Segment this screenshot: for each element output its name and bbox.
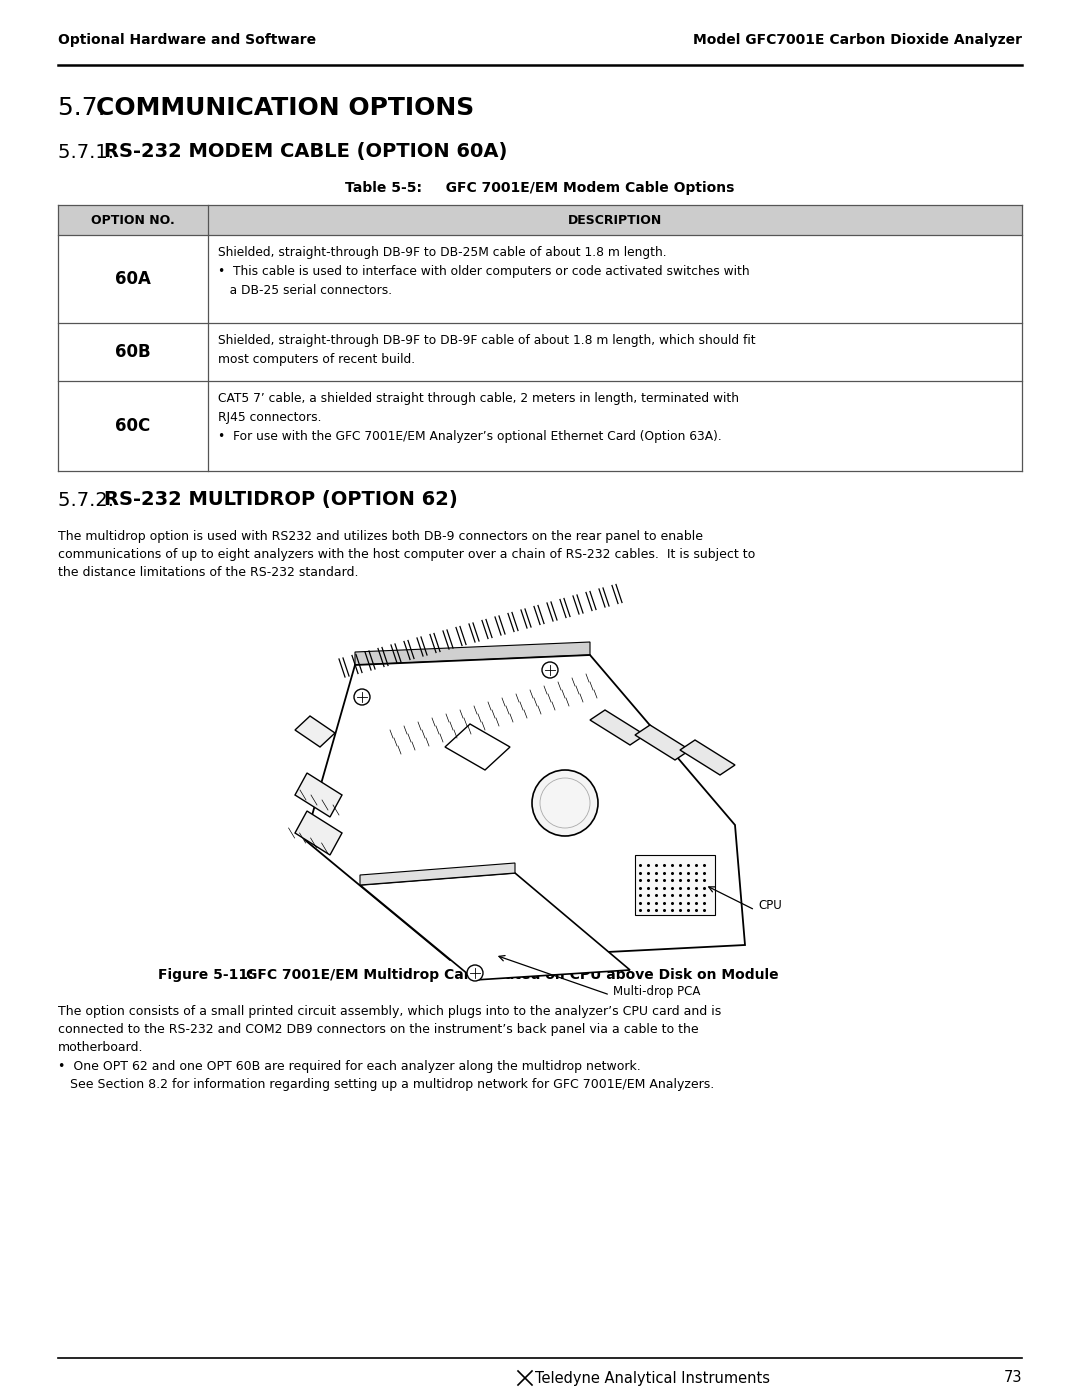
Bar: [635, 855, 715, 915]
Circle shape: [467, 965, 483, 981]
Text: connected to the RS-232 and COM2 DB9 connectors on the instrument’s back panel v: connected to the RS-232 and COM2 DB9 con…: [58, 1023, 699, 1037]
Text: COMMUNICATION OPTIONS: COMMUNICATION OPTIONS: [96, 96, 474, 120]
Text: •  One OPT 62 and one OPT 60B are required for each analyzer along the multidrop: • One OPT 62 and one OPT 60B are require…: [58, 1060, 640, 1073]
Text: RS-232 MULTIDROP (OPTION 62): RS-232 MULTIDROP (OPTION 62): [104, 490, 458, 510]
Text: The option consists of a small printed circuit assembly, which plugs into to the: The option consists of a small printed c…: [58, 1004, 721, 1018]
Polygon shape: [360, 873, 630, 981]
Circle shape: [532, 770, 598, 835]
Text: 60B: 60B: [116, 344, 151, 360]
Text: Table 5-5:   GFC 7001E/EM Modem Cable Options: Table 5-5: GFC 7001E/EM Modem Cable Opti…: [346, 182, 734, 196]
Text: 73: 73: [1003, 1370, 1022, 1386]
Bar: [58, 205, 1022, 235]
Text: The multidrop option is used with RS232 and utilizes both DB-9 connectors on the: The multidrop option is used with RS232 …: [58, 529, 703, 543]
Text: Multi-drop PCA: Multi-drop PCA: [613, 985, 700, 997]
Polygon shape: [295, 812, 342, 855]
Text: 5.7.: 5.7.: [58, 96, 113, 120]
Text: CPU: CPU: [758, 900, 782, 912]
Polygon shape: [590, 710, 645, 745]
Circle shape: [542, 662, 558, 678]
Bar: [58, 323, 1022, 381]
Text: See Section 8.2 for information regarding setting up a multidrop network for GFC: See Section 8.2 for information regardin…: [58, 1078, 714, 1091]
Polygon shape: [295, 717, 335, 747]
Text: Shielded, straight-through DB-9F to DB-25M cable of about 1.8 m length.: Shielded, straight-through DB-9F to DB-2…: [218, 246, 666, 258]
Text: Model GFC7001E Carbon Dioxide Analyzer: Model GFC7001E Carbon Dioxide Analyzer: [693, 34, 1022, 47]
Polygon shape: [355, 643, 590, 665]
Text: Figure 5-11:: Figure 5-11:: [158, 968, 254, 982]
Text: Teledyne Analytical Instruments: Teledyne Analytical Instruments: [535, 1370, 770, 1386]
Text: Shielded, straight-through DB-9F to DB-9F cable of about 1.8 m length, which sho: Shielded, straight-through DB-9F to DB-9…: [218, 334, 756, 346]
Text: a DB-25 serial connectors.: a DB-25 serial connectors.: [218, 284, 392, 298]
Polygon shape: [445, 724, 510, 770]
Text: communications of up to eight analyzers with the host computer over a chain of R: communications of up to eight analyzers …: [58, 548, 755, 562]
Text: 60C: 60C: [116, 416, 150, 434]
Text: 5.7.1.: 5.7.1.: [58, 142, 120, 162]
Text: the distance limitations of the RS-232 standard.: the distance limitations of the RS-232 s…: [58, 566, 359, 578]
Text: •  For use with the GFC 7001E/EM Analyzer’s optional Ethernet Card (Option 63A).: • For use with the GFC 7001E/EM Analyzer…: [218, 430, 721, 443]
Text: OPTION NO.: OPTION NO.: [91, 214, 175, 226]
Bar: [58, 235, 1022, 323]
Text: most computers of recent build.: most computers of recent build.: [218, 353, 415, 366]
Polygon shape: [295, 773, 342, 817]
Polygon shape: [360, 863, 515, 886]
Polygon shape: [635, 725, 690, 760]
Text: 5.7.2.: 5.7.2.: [58, 490, 120, 510]
Bar: [58, 381, 1022, 471]
Circle shape: [354, 689, 370, 705]
Text: RS-232 MODEM CABLE (OPTION 60A): RS-232 MODEM CABLE (OPTION 60A): [104, 142, 508, 162]
Text: 60A: 60A: [116, 270, 151, 288]
Text: •  This cable is used to interface with older computers or code activated switch: • This cable is used to interface with o…: [218, 265, 750, 278]
Text: motherboard.: motherboard.: [58, 1041, 144, 1053]
Polygon shape: [680, 740, 735, 775]
Text: GFC 7001E/EM Multidrop Card Seated on CPU above Disk on Module: GFC 7001E/EM Multidrop Card Seated on CP…: [246, 968, 779, 982]
Text: Optional Hardware and Software: Optional Hardware and Software: [58, 34, 316, 47]
Text: CAT5 7’ cable, a shielded straight through cable, 2 meters in length, terminated: CAT5 7’ cable, a shielded straight throu…: [218, 393, 739, 405]
Polygon shape: [305, 655, 745, 960]
Text: DESCRIPTION: DESCRIPTION: [568, 214, 662, 226]
Text: RJ45 connectors.: RJ45 connectors.: [218, 411, 322, 425]
